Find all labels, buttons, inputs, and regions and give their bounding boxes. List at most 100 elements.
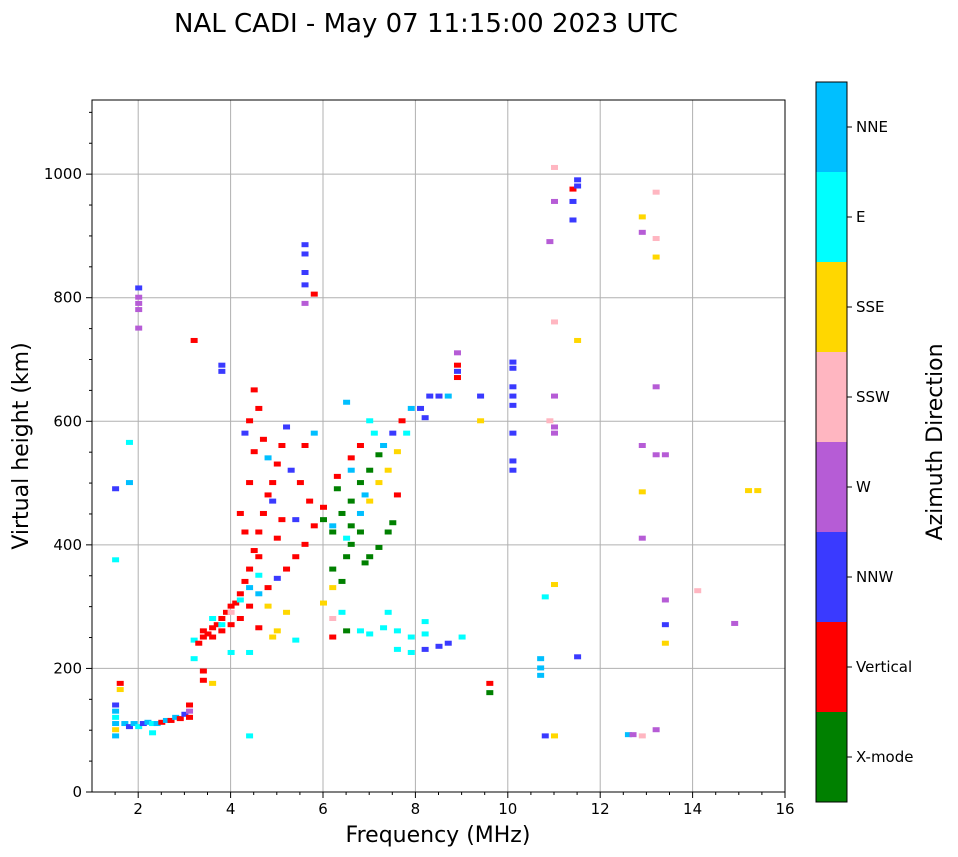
colorbar-tick-label: NNW: [856, 568, 893, 586]
data-point: [638, 733, 646, 739]
data-point: [661, 640, 669, 646]
data-point: [250, 387, 258, 393]
y-tick-label: 0: [72, 783, 82, 801]
data-point: [246, 649, 254, 655]
data-point: [338, 609, 346, 615]
data-point: [541, 733, 549, 739]
data-point: [241, 529, 249, 535]
data-point: [112, 733, 120, 739]
data-point: [287, 467, 295, 473]
data-point: [509, 402, 517, 408]
data-point: [745, 488, 753, 494]
data-point: [227, 609, 235, 615]
data-point: [574, 183, 582, 189]
data-point: [574, 654, 582, 660]
plot-frame: [91, 99, 786, 793]
data-point: [227, 603, 235, 609]
data-point: [384, 609, 392, 615]
data-point: [551, 582, 558, 588]
data-point: [283, 566, 291, 572]
data-point: [153, 721, 161, 727]
x-tick-label: 14: [683, 800, 702, 818]
data-point: [112, 708, 120, 714]
data-point: [638, 229, 646, 235]
data-point: [301, 251, 309, 257]
data-point: [255, 405, 263, 411]
data-point: [144, 719, 152, 725]
colorbar-segment: [816, 622, 847, 712]
data-point: [509, 393, 517, 399]
data-point: [509, 458, 517, 464]
data-point: [255, 625, 263, 631]
data-point: [278, 517, 286, 523]
data-point: [301, 300, 309, 306]
data-point: [199, 677, 207, 683]
data-point: [652, 189, 660, 195]
data-point: [537, 665, 545, 671]
data-point: [320, 600, 327, 606]
data-point: [546, 418, 554, 424]
data-point: [338, 510, 346, 516]
data-point: [661, 452, 669, 458]
data-point: [477, 393, 485, 399]
data-point: [333, 473, 341, 479]
data-point: [190, 337, 198, 343]
data-point: [135, 724, 143, 730]
data-point: [264, 585, 272, 591]
data-point: [273, 628, 281, 634]
data-point: [209, 680, 217, 686]
y-tick-label: 600: [53, 412, 82, 430]
data-point: [149, 730, 157, 736]
x-tick-label: 10: [498, 800, 517, 818]
data-point: [347, 523, 355, 529]
data-point: [421, 415, 429, 421]
data-point: [135, 285, 143, 291]
colorbar-tick-label: NNE: [856, 118, 888, 136]
data-point: [343, 399, 351, 405]
data-point: [453, 362, 461, 368]
data-point: [569, 217, 577, 223]
data-point: [551, 424, 558, 430]
data-point: [255, 554, 263, 560]
data-point: [486, 680, 494, 686]
data-point: [232, 600, 240, 606]
data-point: [112, 486, 120, 492]
data-point: [366, 418, 374, 424]
data-point: [209, 625, 217, 631]
data-point: [186, 702, 194, 708]
data-point: [283, 609, 291, 615]
data-point: [652, 236, 660, 242]
data-point: [236, 510, 244, 516]
data-point: [375, 544, 383, 550]
data-point: [135, 307, 143, 313]
data-point: [241, 578, 249, 584]
data-point: [389, 520, 397, 526]
data-point: [218, 622, 226, 628]
data-point: [264, 492, 272, 498]
data-point: [435, 393, 443, 399]
y-tick-label: 1000: [44, 165, 82, 183]
data-point: [574, 177, 582, 183]
data-point: [754, 488, 762, 494]
data-point: [125, 480, 133, 486]
data-point: [329, 566, 337, 572]
data-point: [236, 591, 244, 597]
data-point: [135, 325, 143, 331]
data-point: [186, 708, 194, 714]
data-point: [444, 640, 452, 646]
data-point: [546, 239, 554, 245]
data-point: [255, 572, 263, 578]
data-point: [259, 436, 267, 442]
data-point: [264, 455, 272, 461]
data-point: [537, 672, 545, 678]
x-axis-ticks: 2 4 6 8 10 12 14 16: [114, 792, 795, 818]
data-point: [301, 443, 309, 448]
x-tick-label: 6: [318, 800, 328, 818]
y-tick-label: 200: [53, 659, 82, 677]
data-point: [292, 517, 300, 523]
data-point: [551, 430, 558, 436]
data-point: [421, 631, 429, 637]
data-point: [366, 631, 374, 637]
data-point: [569, 186, 577, 192]
data-point: [407, 634, 415, 640]
